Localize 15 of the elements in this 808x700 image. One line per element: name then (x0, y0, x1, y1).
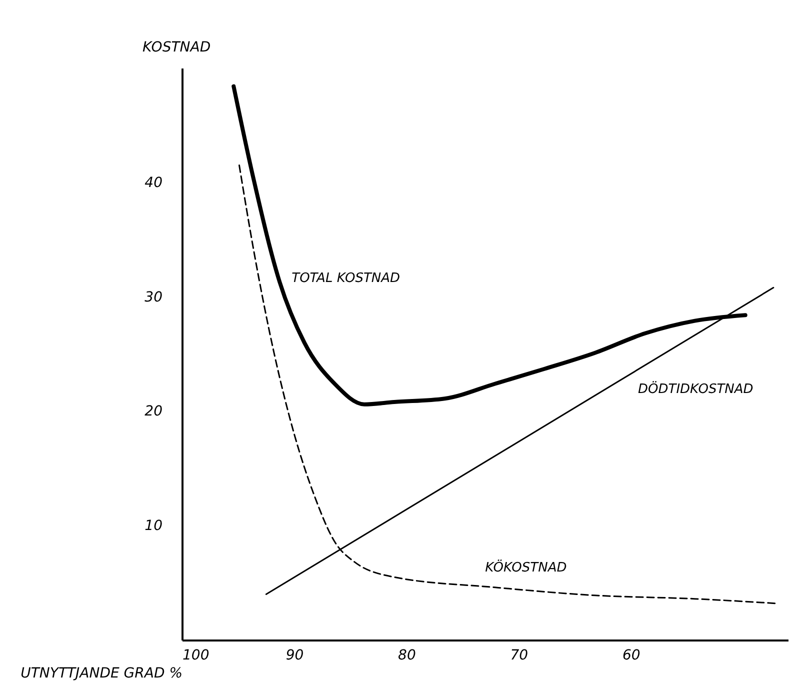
line-series (238, 164, 776, 604)
y-tick-label: 10 (144, 518, 163, 534)
x-tick-label: 90 (286, 648, 304, 664)
x-tick-label: 60 (622, 648, 640, 664)
x-axis-title: UTNYTTJANDE GRAD % (20, 666, 182, 682)
x-tick-label: 100 (182, 648, 210, 664)
series-label: DÖDTIDKOSTNAD (638, 381, 754, 398)
series-label: TOTAL KOSTNAD (292, 270, 400, 286)
x-tick-label: 80 (398, 648, 416, 664)
x-tick-label: 70 (510, 648, 528, 664)
y-axis-title: KOSTNAD (142, 40, 211, 56)
y-tick-label: 40 (144, 174, 163, 191)
series-label: KÖKOSTNAD (485, 559, 567, 576)
y-tick-label: 20 (144, 404, 163, 420)
y-tick-label: 30 (144, 289, 163, 306)
